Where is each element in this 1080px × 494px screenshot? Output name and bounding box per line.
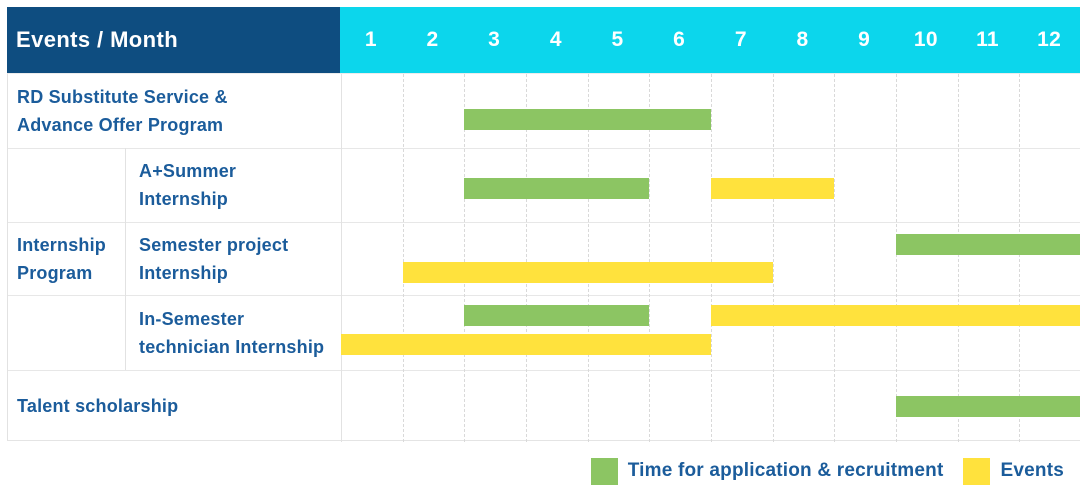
label-line: Internship — [17, 235, 107, 255]
month-gridline — [896, 74, 897, 442]
gantt-bar-event-m1-m6 — [341, 334, 711, 355]
month-header-cell: 9 — [858, 28, 871, 51]
gantt-bar-application-m10-m12 — [896, 396, 1080, 417]
label-line: technician Internship — [139, 336, 325, 357]
month-gridline — [649, 74, 651, 442]
row-label-rd-substitute-service: RD Substitute Service & Advance Offer Pro… — [8, 74, 228, 148]
events-month-table: Events / Month 1 2 3 4 5 6 7 8 9 10 11 12 RD Substi… — [7, 7, 1080, 442]
gantt-bar-event-m7-m8 — [711, 178, 835, 199]
label-line: Semester project — [139, 234, 289, 255]
month-header-cell: 2 — [426, 28, 439, 51]
legend-item-events: Events — [963, 457, 1064, 485]
application-color-swatch — [590, 457, 618, 485]
month-gridline — [402, 74, 404, 442]
month-header-cell: 5 — [611, 28, 624, 51]
gantt-bar-application-m3-m5 — [464, 305, 650, 326]
month-header-strip: 1 2 3 4 5 6 7 8 9 10 11 12 — [340, 7, 1080, 73]
label-line: RD Substitute Service & — [17, 87, 228, 107]
month-header-cell: 4 — [549, 28, 562, 51]
row-label-semester-project-internship: Semester project Internship — [125, 222, 341, 295]
legend-application-label: Time for application & recruitment — [627, 460, 944, 481]
row-label-a-plus-summer-internship: A+Summer Internship — [125, 148, 341, 222]
label-line: A+Summer — [139, 161, 237, 181]
month-header-cell: 8 — [796, 28, 809, 51]
month-gridline — [526, 74, 527, 442]
gantt-chart-area — [341, 74, 1080, 442]
gantt-bar-event-m7-m12 — [711, 305, 1080, 326]
events-month-header-cell: Events / Month — [7, 7, 340, 73]
gantt-bar-application-m3-m6 — [464, 109, 711, 130]
month-gridline — [1019, 74, 1021, 442]
row-label-in-semester-technician-internship: In-Semester technician Internship — [125, 295, 341, 370]
month-gridline — [711, 74, 712, 442]
month-gridline — [957, 74, 959, 442]
label-line: Internship — [139, 189, 229, 209]
label-line: In-Semester — [139, 308, 245, 329]
month-gridline — [587, 74, 589, 442]
events-color-swatch — [963, 457, 991, 485]
month-header-cell: 3 — [488, 28, 501, 51]
row-divider-line — [8, 148, 1080, 149]
gantt-bar-application-m10-m12 — [896, 234, 1080, 255]
row-divider-line — [8, 222, 1080, 223]
month-gridline — [834, 74, 836, 442]
label-line: Program — [17, 263, 93, 283]
row-divider-line — [8, 370, 1080, 371]
month-header-cell: 6 — [673, 28, 686, 51]
label-line: Advance Offer Program — [17, 115, 224, 135]
row-label-talent-scholarship: Talent scholarship — [8, 370, 178, 442]
label-line: Internship — [139, 262, 229, 283]
label-line: Talent scholarship — [17, 396, 179, 416]
month-header-cell: 11 — [976, 28, 999, 51]
group-label-divider-line — [125, 148, 126, 370]
label-chart-divider-line — [341, 74, 342, 442]
table-header-row: Events / Month 1 2 3 4 5 6 7 8 9 10 11 12 — [7, 7, 1080, 73]
gantt-bar-application-m3-m5 — [464, 178, 650, 199]
month-header-cell: 1 — [364, 28, 377, 51]
month-header-cell: 10 — [913, 28, 938, 51]
group-label-internship-program: Internship Program — [8, 148, 125, 370]
month-gridline — [464, 74, 466, 442]
table-body: RD Substitute Service & Advance Offer Pro… — [7, 73, 1080, 442]
legend-item-application: Time for application & recruitment — [590, 457, 944, 485]
legend: Time for application & recruitment Event… — [590, 456, 1064, 486]
legend-events-label: Events — [1000, 460, 1064, 481]
gantt-bar-event-m2-m7 — [402, 262, 773, 283]
row-divider-line — [8, 295, 1080, 296]
month-gridline — [772, 74, 774, 442]
month-header-cell: 7 — [734, 28, 747, 51]
month-header-cell: 12 — [1037, 28, 1062, 51]
